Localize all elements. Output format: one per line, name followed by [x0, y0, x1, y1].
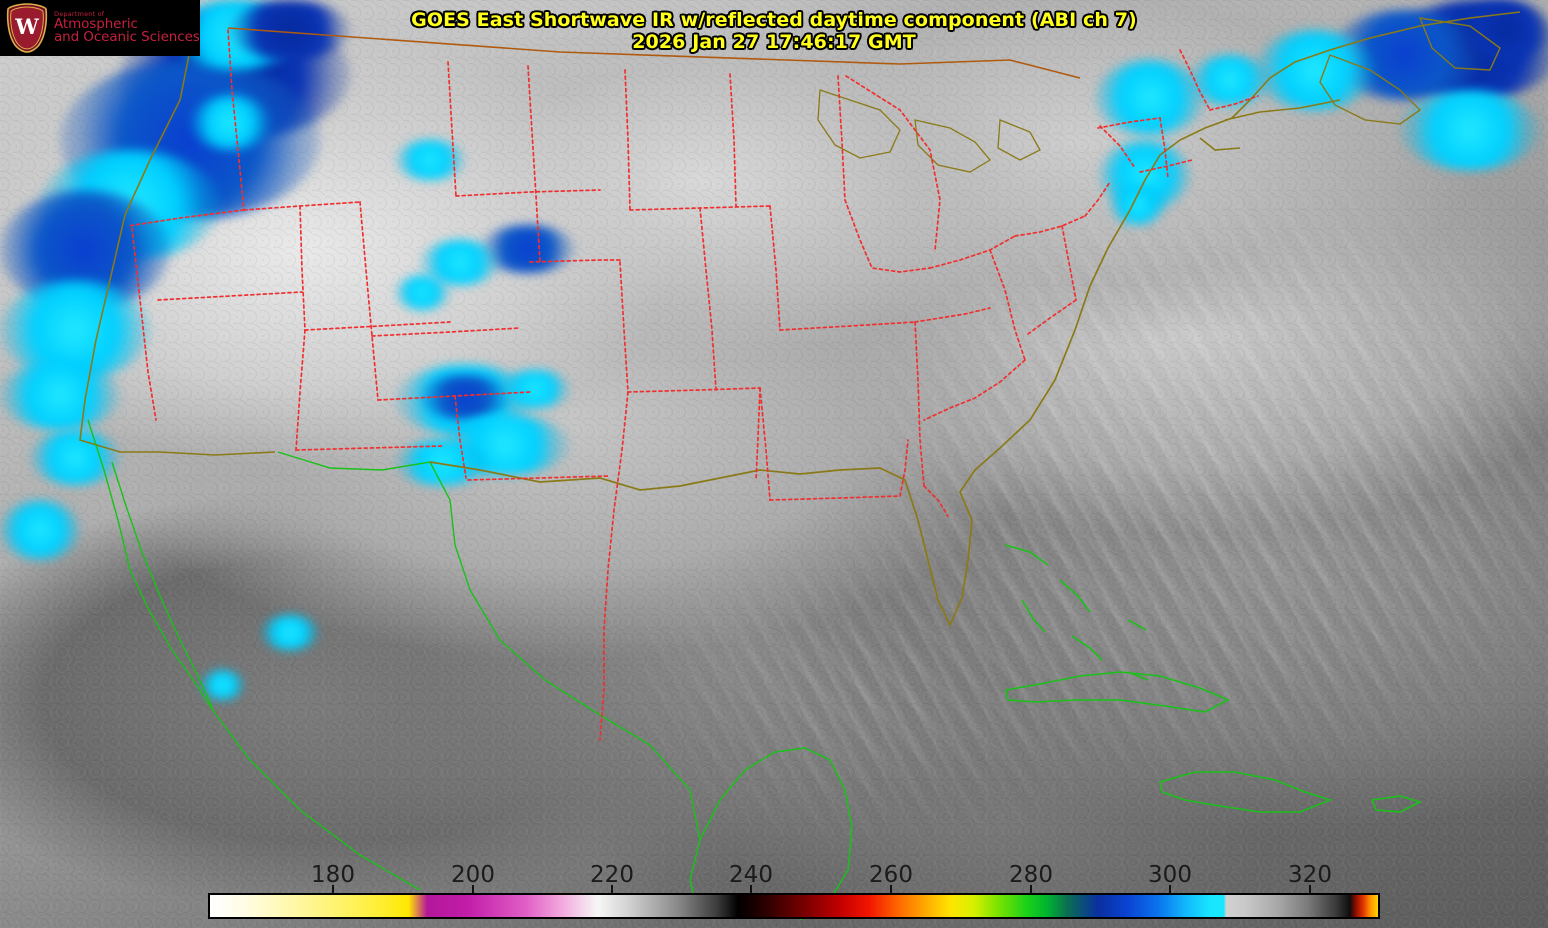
colorbar-tick-220: [611, 885, 613, 894]
colorbar-label-240: 240: [729, 862, 773, 888]
colorbar-tick-320: [1309, 885, 1311, 894]
logo-department-label: Department of: [54, 9, 105, 18]
logo-text-block: Department of Atmospheric and Oceanic Sc…: [54, 11, 200, 45]
uw-crest-icon: W: [6, 3, 48, 53]
logo-oceanic-label: and Oceanic Sciences: [54, 29, 200, 46]
colorbar-label-320: 320: [1288, 862, 1332, 888]
uw-aos-logo: W Department of Atmospheric and Oceanic …: [0, 0, 200, 56]
colorbar-tick-200: [472, 885, 474, 894]
colorbar-gradient: [210, 895, 1378, 917]
colorbar-label-220: 220: [590, 862, 634, 888]
colorbar-tick-300: [1169, 885, 1171, 894]
colorbar-label-300: 300: [1148, 862, 1192, 888]
colorbar-label-180: 180: [311, 862, 355, 888]
colorbar-label-280: 280: [1009, 862, 1053, 888]
svg-text:W: W: [14, 14, 39, 39]
colorbar-tick-180: [332, 885, 334, 894]
colorbar-tick-280: [1030, 885, 1032, 894]
logo-atmospheric-label: Atmospheric: [54, 15, 138, 32]
colorbar-tick-240: [750, 885, 752, 894]
colorbar-label-260: 260: [869, 862, 913, 888]
colorbar-label-200: 200: [451, 862, 495, 888]
colorbar-tick-260: [890, 885, 892, 894]
temperature-colorbar: [208, 893, 1380, 919]
